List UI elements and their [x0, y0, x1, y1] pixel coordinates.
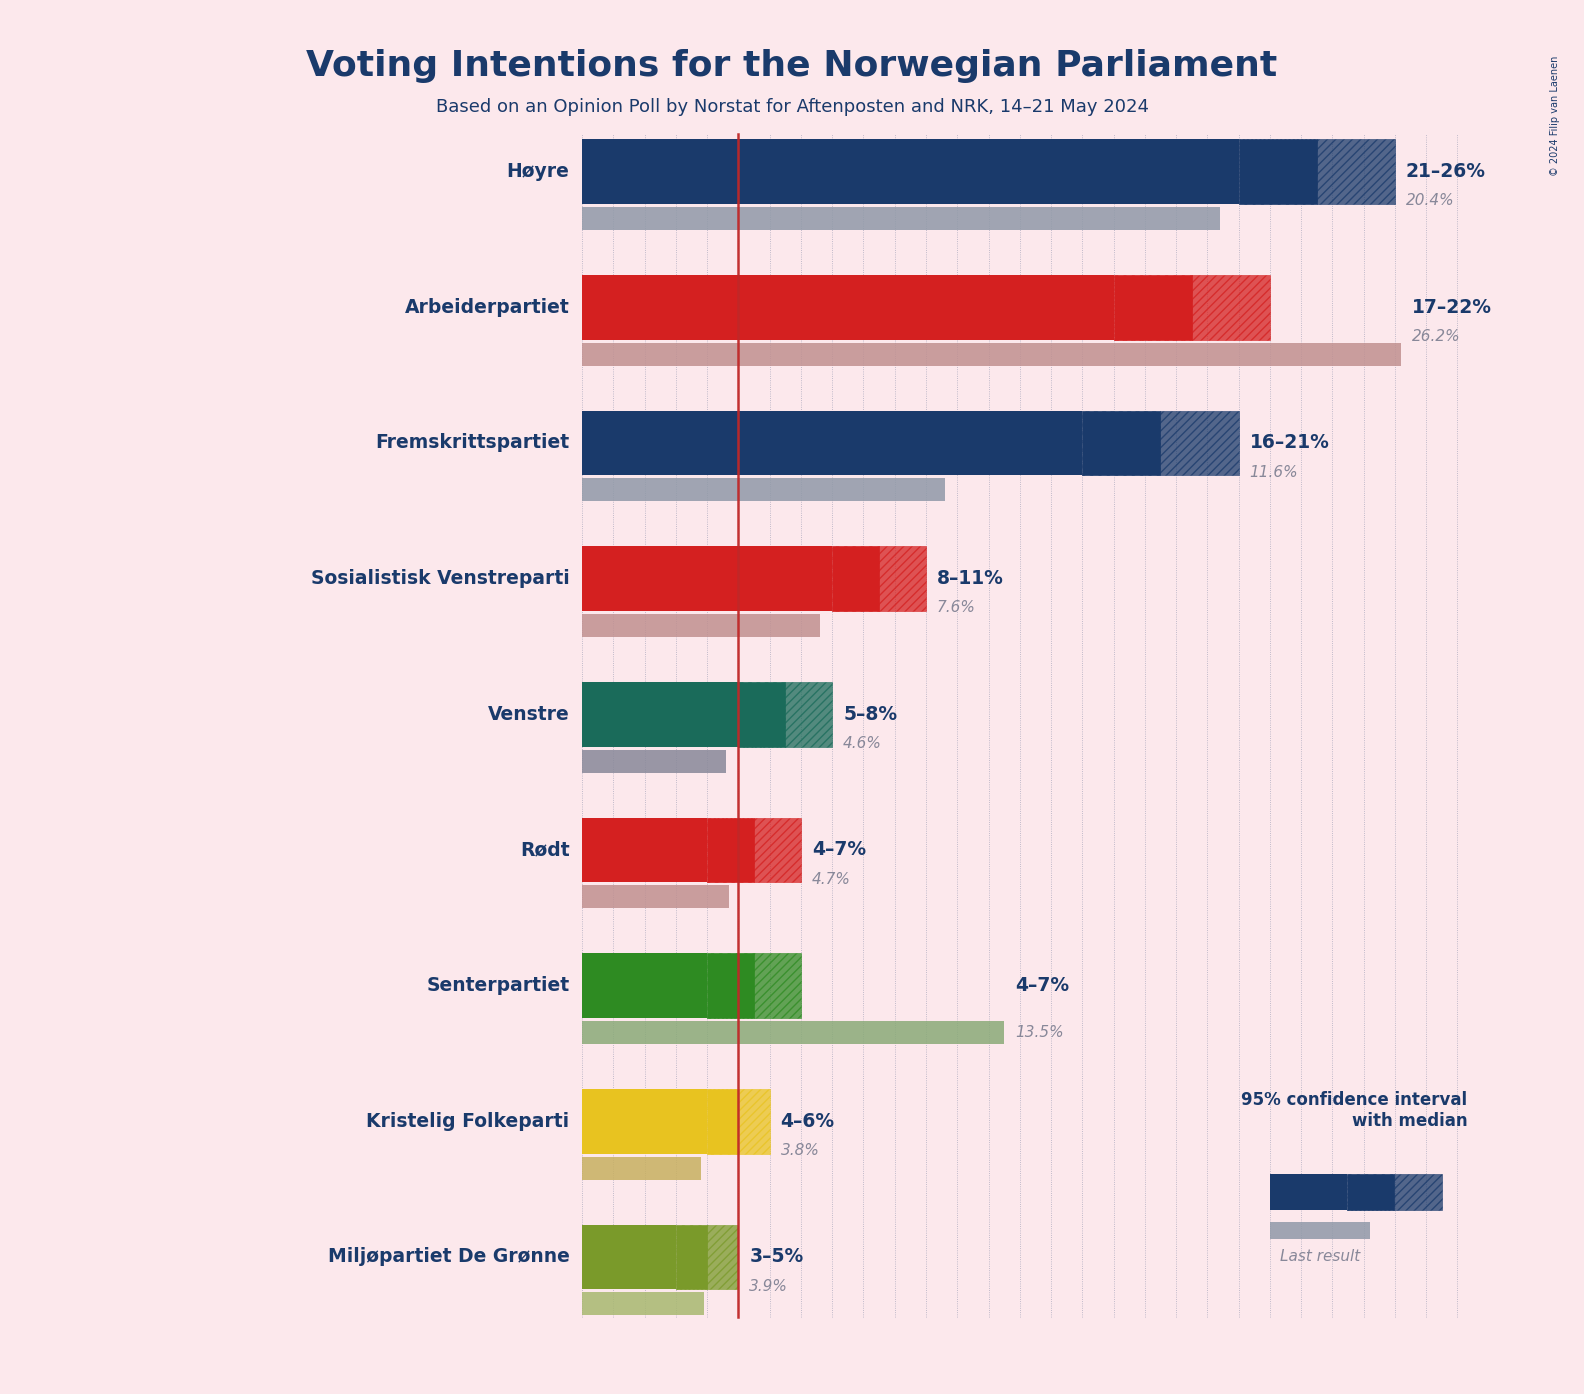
Text: 3.8%: 3.8%: [781, 1143, 819, 1158]
Text: Voting Intentions for the Norwegian Parliament: Voting Intentions for the Norwegian Parl…: [306, 49, 1278, 82]
Bar: [832, 546, 879, 611]
Bar: [583, 1224, 676, 1289]
Bar: [583, 817, 706, 882]
Text: Arbeiderpartiet: Arbeiderpartiet: [406, 298, 570, 316]
Bar: [706, 1089, 738, 1154]
Bar: [1348, 1174, 1394, 1210]
Text: 4–6%: 4–6%: [781, 1111, 835, 1131]
Bar: [706, 817, 754, 882]
Bar: [583, 953, 706, 1018]
Bar: [754, 953, 802, 1018]
Bar: [583, 615, 821, 637]
Bar: [583, 478, 944, 502]
Text: Miljøpartiet De Grønne: Miljøpartiet De Grønne: [328, 1248, 570, 1266]
Text: 7.6%: 7.6%: [938, 601, 976, 615]
Bar: [583, 139, 1239, 204]
Text: 26.2%: 26.2%: [1413, 329, 1460, 344]
Bar: [583, 750, 725, 772]
Text: 4–7%: 4–7%: [1015, 976, 1069, 995]
Text: 17–22%: 17–22%: [1413, 298, 1492, 316]
Bar: [738, 1089, 770, 1154]
Bar: [706, 953, 754, 1018]
Text: Venstre: Venstre: [488, 705, 570, 723]
Text: 95% confidence interval
with median: 95% confidence interval with median: [1242, 1090, 1467, 1129]
Text: © 2024 Filip van Laenen: © 2024 Filip van Laenen: [1551, 56, 1560, 176]
Text: 5–8%: 5–8%: [843, 705, 897, 723]
Bar: [583, 682, 738, 747]
Text: Høyre: Høyre: [507, 162, 570, 181]
Text: 8–11%: 8–11%: [938, 569, 1004, 588]
Text: 3–5%: 3–5%: [749, 1248, 803, 1266]
Bar: [754, 817, 802, 882]
Bar: [583, 411, 1082, 475]
Bar: [583, 546, 832, 611]
Text: Senterpartiet: Senterpartiet: [426, 976, 570, 995]
Bar: [1394, 1174, 1441, 1210]
Text: 11.6%: 11.6%: [1250, 464, 1299, 480]
Bar: [583, 1292, 703, 1316]
Bar: [583, 208, 1220, 230]
Text: 16–21%: 16–21%: [1250, 434, 1329, 453]
Bar: [583, 885, 729, 909]
Bar: [583, 1089, 706, 1154]
Text: 13.5%: 13.5%: [1015, 1025, 1064, 1040]
Bar: [676, 1224, 706, 1289]
Text: Fremskrittspartiet: Fremskrittspartiet: [375, 434, 570, 453]
Bar: [1191, 275, 1270, 340]
Bar: [1316, 139, 1396, 204]
Bar: [786, 682, 832, 747]
Bar: [1114, 275, 1191, 340]
Text: 3.9%: 3.9%: [749, 1278, 789, 1294]
Bar: [738, 682, 786, 747]
Bar: [879, 546, 927, 611]
Text: Sosialistisk Venstreparti: Sosialistisk Venstreparti: [310, 569, 570, 588]
Bar: [1161, 411, 1239, 475]
Text: Rødt: Rødt: [520, 841, 570, 860]
Bar: [583, 343, 1402, 365]
Bar: [583, 1157, 700, 1179]
Bar: [1239, 139, 1316, 204]
Text: 21–26%: 21–26%: [1407, 162, 1486, 181]
Bar: [1082, 411, 1161, 475]
Text: 4.6%: 4.6%: [843, 736, 882, 751]
Text: Last result: Last result: [1280, 1249, 1361, 1264]
Bar: [706, 1224, 738, 1289]
Bar: [583, 275, 1114, 340]
Bar: [1270, 1223, 1370, 1239]
Text: Kristelig Folkeparti: Kristelig Folkeparti: [366, 1111, 570, 1131]
Text: 4.7%: 4.7%: [813, 871, 851, 887]
Bar: [583, 1020, 1004, 1044]
Text: Based on an Opinion Poll by Norstat for Aftenposten and NRK, 14–21 May 2024: Based on an Opinion Poll by Norstat for …: [436, 98, 1148, 116]
Bar: [1270, 1174, 1348, 1210]
Text: 20.4%: 20.4%: [1407, 194, 1454, 209]
Text: 4–7%: 4–7%: [813, 841, 866, 860]
